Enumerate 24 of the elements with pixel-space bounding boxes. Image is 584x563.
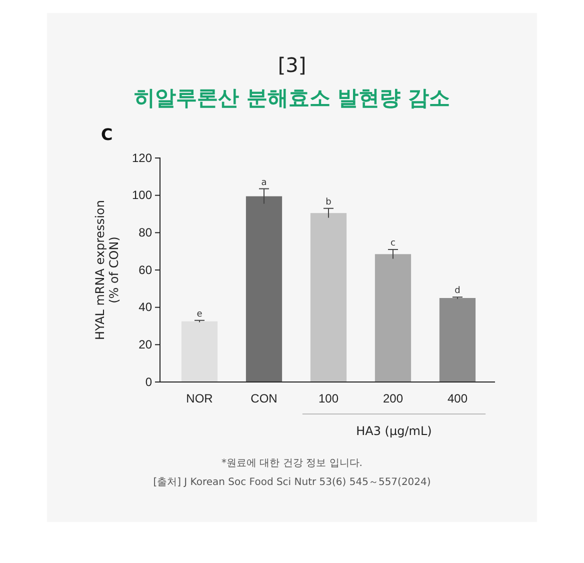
x-tick-label: NOR [186, 392, 214, 406]
x-tick-label: CON [250, 392, 278, 406]
annotation: b [326, 197, 332, 208]
text: *원료에 대한 건강 정보 입니다. [222, 458, 362, 469]
y-tick-label: 100 [132, 188, 152, 202]
y-tick-label: 40 [138, 300, 152, 314]
x-tick-label: 200 [382, 392, 404, 406]
annotation: c [390, 238, 396, 248]
chart-subtitle: 히알루론산 분해효소 발현량 감소 [134, 86, 450, 110]
y-tick-label: 80 [138, 226, 152, 240]
annotation: a [261, 178, 267, 188]
y-tick-label: 0 [145, 374, 152, 389]
y-axis-title: HYAL mRNA expression (% of CON) [93, 200, 121, 340]
y-tick-label: 120 [132, 150, 152, 165]
x-tick-label: 100 [318, 392, 339, 406]
text: [출처] J Korean Soc Food Sci Nutr 53(6) 545～557(2024) [153, 477, 431, 488]
x-axis-title: HA3 (μg/mL) [356, 424, 432, 438]
annotation: d [454, 286, 460, 296]
y-tick-label: 20 [138, 338, 152, 352]
x-tick-label: 400 [447, 392, 468, 406]
text: C [101, 125, 113, 144]
chart-title: [3] [278, 53, 306, 77]
y-tick-label: 60 [138, 262, 152, 277]
annotation: e [196, 309, 203, 320]
